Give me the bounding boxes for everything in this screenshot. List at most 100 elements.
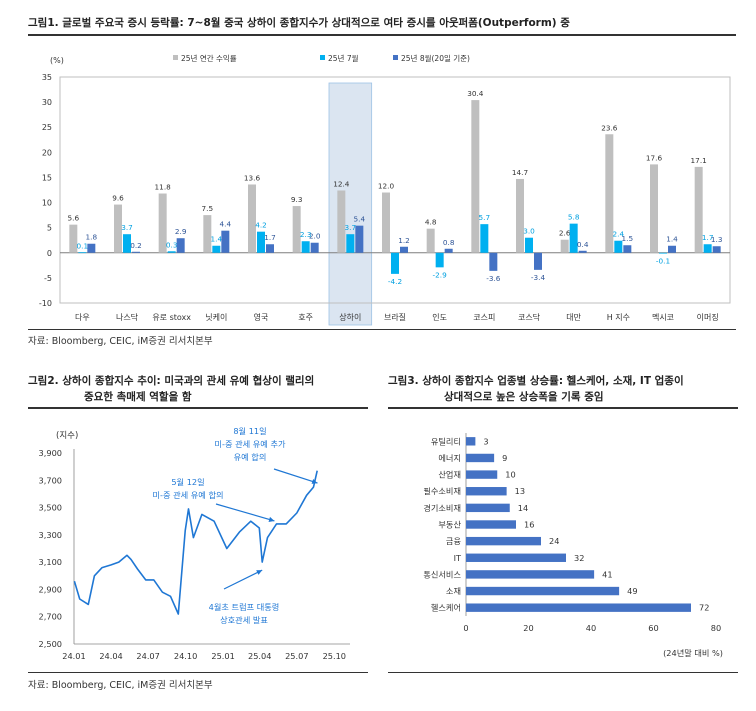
x-tick-label: 80 — [711, 623, 721, 633]
data-label: 5.8 — [568, 213, 580, 222]
fig3-title-line2: 상대적으로 높은 상승폭을 기록 중임 — [444, 391, 604, 403]
bar — [466, 470, 498, 479]
fig3-bottom-rule — [388, 672, 738, 673]
fig2-line-chart: (지수) 2,500 2,700 2,900 3,100 3,300 3,500 3,700 3… — [39, 426, 350, 661]
bar — [382, 192, 390, 253]
data-label: 12.0 — [378, 182, 395, 191]
data-label: -0.1 — [656, 256, 670, 265]
x-tick-label: 인도 — [432, 312, 447, 322]
bar — [203, 215, 212, 253]
data-label: 9.6 — [112, 194, 124, 203]
bar — [167, 251, 176, 253]
bar — [623, 245, 632, 253]
bar — [391, 252, 399, 274]
bar — [466, 586, 620, 596]
category-label: 헬스케어 — [431, 603, 461, 613]
fig3-hbar-chart: 유틸리티 3 에너지 9 산업재 10 필수소비재 13 경기소비재 14 부동산 16 금융 24 IT 3… — [423, 433, 723, 658]
bar — [158, 193, 167, 253]
bar — [569, 223, 578, 253]
x-tick-label: 24.01 — [62, 651, 85, 661]
data-label: 14.7 — [512, 168, 529, 177]
data-label: 3 — [483, 436, 488, 446]
bar — [659, 252, 667, 254]
x-tick-label: 코스닥 — [518, 312, 541, 322]
fig2-bottom-rule — [28, 672, 368, 673]
bar — [516, 178, 524, 253]
y-tick-label: 15 — [42, 173, 52, 182]
bar — [466, 553, 566, 562]
fig2-source: 자료: Bloomberg, CEIC, iM증권 리서치본부 — [28, 680, 213, 691]
data-label: 2.9 — [175, 227, 187, 236]
data-label: 7.5 — [202, 204, 214, 213]
x-tick-label: 0 — [463, 623, 468, 633]
category-label: 필수소비재 — [423, 486, 461, 496]
y-tick-label: 3,500 — [39, 503, 62, 513]
bar — [534, 252, 542, 270]
bar — [132, 251, 140, 253]
x-tick-label: 25.01 — [211, 651, 234, 661]
fig1-bar-chart: -10 -5 0 5 10 15 20 25 30 35 (%) 25년 연간 수익률 25년 7월 25… — [39, 53, 731, 326]
x-tick-label: 멕시코 — [652, 312, 674, 322]
data-label: 1.7 — [702, 233, 714, 242]
x-tick-label: 40 — [586, 623, 596, 633]
data-label: 17.6 — [646, 153, 663, 162]
y-tick-label: 35 — [42, 73, 52, 82]
data-label: 4.4 — [220, 220, 232, 229]
annotation-arrowhead — [256, 570, 263, 575]
data-label: 41 — [602, 569, 612, 579]
bar — [69, 224, 78, 253]
x-tick-label: 다우 — [75, 313, 90, 322]
bar — [466, 570, 595, 579]
data-label: 1.5 — [622, 234, 634, 243]
x-tick-label: 25.04 — [248, 651, 271, 661]
annotation-text: 상호관세 발표 — [220, 615, 268, 625]
x-tick-label: 24.04 — [99, 651, 122, 661]
data-label: 1.3 — [711, 235, 723, 244]
bar — [435, 252, 444, 268]
annotation-text: 8월 11일 — [233, 426, 266, 436]
x-tick-label: 60 — [648, 623, 658, 633]
annotation-text: 5월 12일 — [171, 477, 204, 487]
annotation-text: 미-중 관세 유예 합의 — [152, 490, 223, 500]
data-label: 11.8 — [155, 183, 172, 192]
annotation-text: 4월초 트럼프 대통령 — [209, 602, 280, 612]
x-axis-label: (24년말 대비 %) — [663, 648, 723, 658]
bar — [266, 244, 274, 253]
bar — [257, 231, 265, 253]
bar — [114, 204, 122, 253]
fig1-source: 자료: Bloomberg, CEIC, iM증권 리서치본부 — [28, 336, 213, 347]
fig3-title-line1: 그림3. 상하이 종합지수 업종별 상승률: 헬스케어, 소재, IT 업종이 — [388, 375, 684, 387]
x-tick-label: 나스닥 — [116, 312, 139, 322]
annotation-arrow — [215, 503, 275, 522]
data-label: 3.7 — [121, 223, 133, 232]
bar — [489, 252, 498, 271]
bar — [346, 234, 355, 253]
category-label: 경기소비재 — [423, 503, 461, 513]
y-tick-label: 2,500 — [39, 639, 62, 649]
bar — [337, 190, 346, 253]
x-tick-label: 24.07 — [136, 651, 159, 661]
data-label: 10 — [505, 470, 515, 480]
category-label: 금융 — [446, 536, 462, 546]
bar — [87, 243, 96, 253]
y-tick-label: 3,700 — [39, 475, 62, 485]
category-label: 소재 — [446, 586, 461, 596]
category-label: IT — [454, 553, 462, 563]
bar — [301, 241, 310, 253]
bar — [78, 252, 87, 254]
x-tick-label: 24.10 — [174, 651, 197, 661]
bar — [525, 237, 533, 253]
annotation-arrow — [223, 569, 263, 590]
bar — [471, 100, 480, 253]
legend-label: 25년 7월 — [328, 53, 359, 63]
x-tick-label: 20 — [523, 623, 533, 633]
data-label: 72 — [699, 603, 709, 613]
y-tick-label: -10 — [39, 299, 52, 308]
data-label: 5.6 — [68, 214, 80, 223]
category-label: 통신서비스 — [423, 569, 461, 579]
data-label: 5.4 — [354, 215, 366, 224]
data-label: -4.2 — [388, 277, 402, 286]
data-label: 13.6 — [244, 173, 261, 182]
data-label: 0.1 — [77, 241, 89, 250]
data-label: 17.1 — [691, 156, 707, 165]
